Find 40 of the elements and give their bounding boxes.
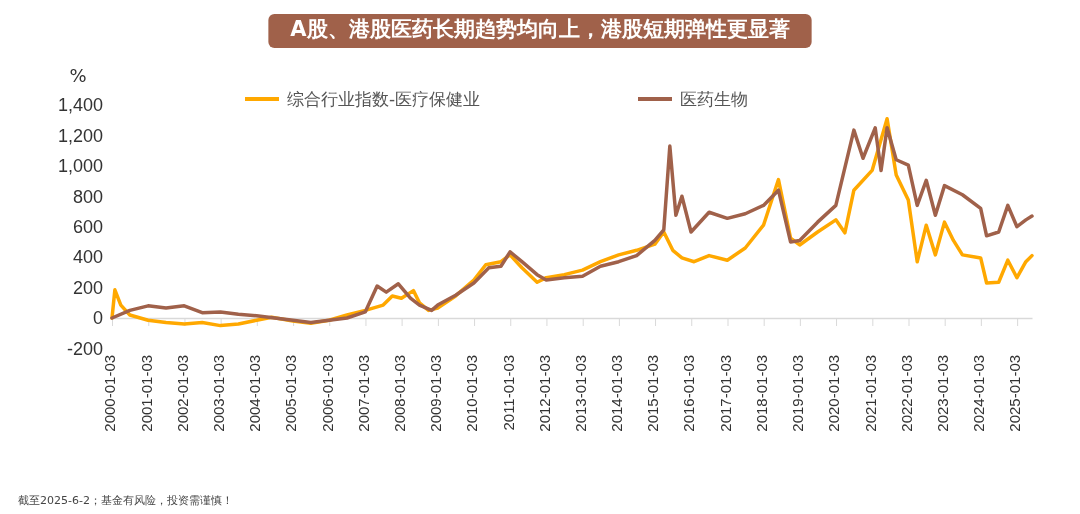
y-tick-label: 800 xyxy=(72,186,103,207)
y-axis-title: % xyxy=(69,65,87,86)
x-tick-label: 2011-01-03 xyxy=(499,354,517,431)
x-tick-label: 2003-01-03 xyxy=(209,354,227,432)
x-tick-label: 2023-01-03 xyxy=(933,354,951,432)
x-tick-label: 2004-01-03 xyxy=(246,354,264,432)
x-tick-label: 2006-01-03 xyxy=(318,354,336,432)
x-tick-label: 2016-01-03 xyxy=(680,354,698,432)
x-tick-label: 2012-01-03 xyxy=(535,354,553,432)
y-tick-label: 200 xyxy=(72,277,103,298)
x-tick-label: 2014-01-03 xyxy=(608,354,626,432)
x-tick-label: 2020-01-03 xyxy=(825,354,843,432)
x-tick-label: 2021-01-03 xyxy=(861,354,879,432)
chart-title: A股、港股医药长期趋势均向上，港股短期弹性更显著 xyxy=(290,17,790,41)
legend-label: 综合行业指数-医疗保健业 xyxy=(287,89,481,109)
x-tick-label: 2018-01-03 xyxy=(752,354,770,432)
x-tick-label: 2025-01-03 xyxy=(1006,354,1024,432)
x-tick-label: 2019-01-03 xyxy=(789,354,807,432)
x-tick-label: 2005-01-03 xyxy=(282,354,300,432)
y-tick-label: 1,400 xyxy=(57,95,103,116)
x-tick-label: 2015-01-03 xyxy=(644,354,662,432)
x-tick-label: 2013-01-03 xyxy=(571,354,589,432)
x-tick-label: 2017-01-03 xyxy=(716,354,734,432)
y-tick-label: 400 xyxy=(72,247,103,268)
y-tick-label: 1,000 xyxy=(57,156,103,177)
x-tick-label: 2009-01-03 xyxy=(427,354,445,432)
x-tick-label: 2022-01-03 xyxy=(897,354,915,432)
x-tick-label: 2007-01-03 xyxy=(354,354,372,432)
y-tick-label: 600 xyxy=(72,216,103,237)
x-tick-label: 2010-01-03 xyxy=(463,354,481,432)
y-tick-label: 1,200 xyxy=(57,125,103,146)
y-tick-label: 0 xyxy=(92,308,103,329)
x-tick-label: 2024-01-03 xyxy=(970,354,988,432)
x-tick-label: 2001-01-03 xyxy=(137,354,155,432)
legend-label: 医药生物 xyxy=(680,89,748,109)
text: 截至2025-6-2；基金有风险，投资需谨慎！ xyxy=(18,494,233,507)
x-tick-label: 2000-01-03 xyxy=(101,354,119,432)
y-tick-label: -200 xyxy=(66,338,103,359)
x-tick-label: 2008-01-03 xyxy=(390,354,408,432)
x-tick-label: 2002-01-03 xyxy=(173,354,191,432)
